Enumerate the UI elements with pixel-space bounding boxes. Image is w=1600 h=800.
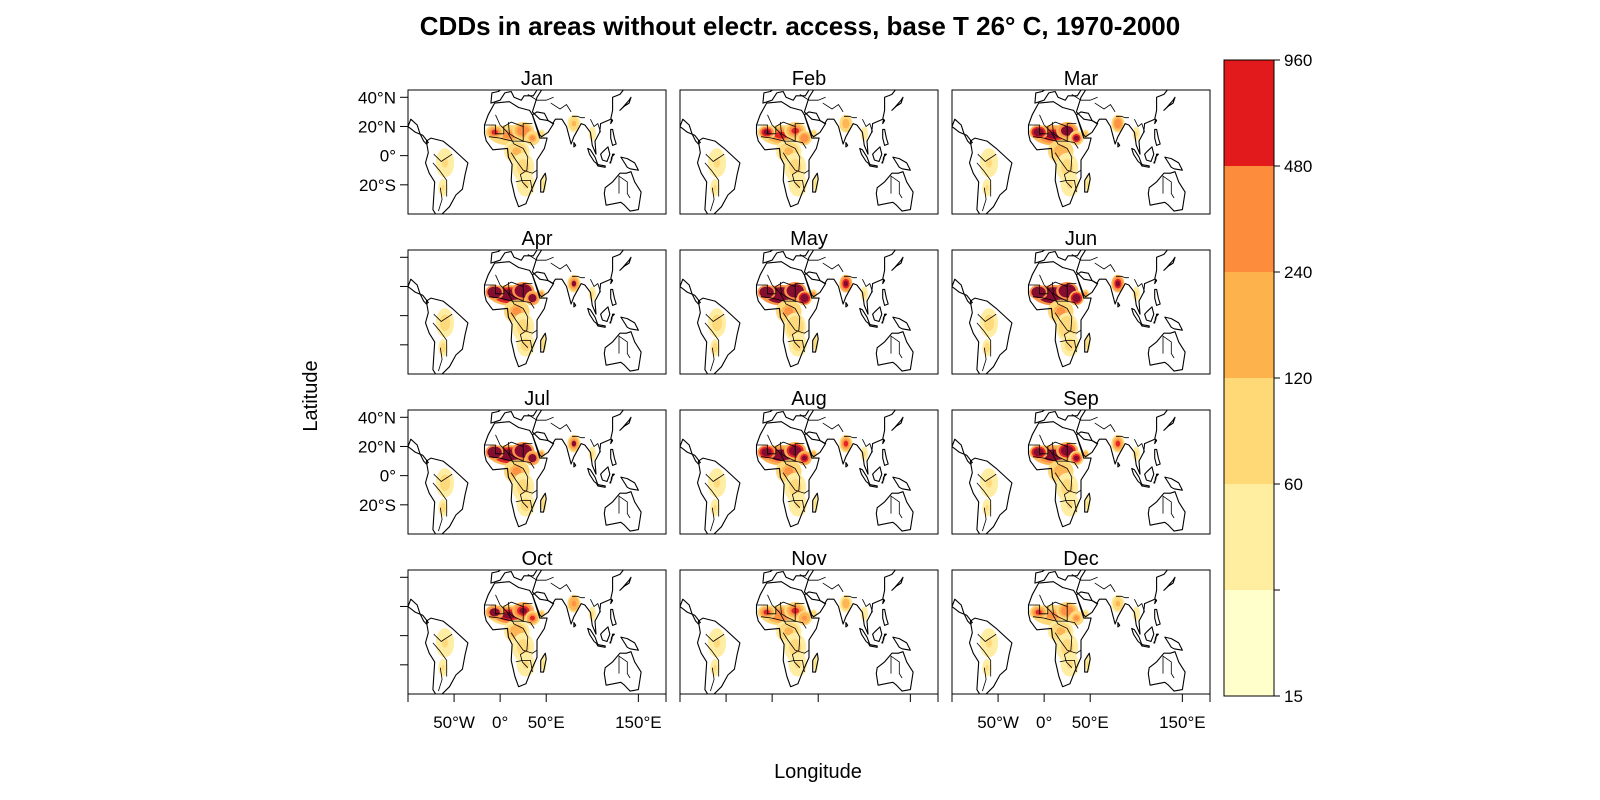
y-tick-label: 40°N [358,408,396,427]
panel-frame [951,89,1211,215]
y-tick-label: 0° [380,147,396,166]
coastlines [408,410,642,534]
y-tick-label: 20°S [359,496,396,515]
x-axis: 50°W 0° 50°E 150°E 50°W 0° 50°E 150°E [407,694,1211,732]
x-tick-label: 50°E [1072,713,1109,732]
panel-title: Apr [521,228,552,250]
colorbar-tick-label: 480 [1284,157,1312,176]
panel-frame [679,89,939,215]
coastlines [680,250,914,374]
map-panel-dec: Dec [951,548,1211,695]
panel-title: Jan [521,68,553,90]
panel-title: Aug [791,388,827,410]
panel-title: Mar [1064,68,1099,90]
panel-frame [407,569,667,695]
map-panel-oct: Oct [407,548,667,695]
map-panels: Jan Feb Mar Apr May Jun Jul Aug Sep Oct Nov Dec [407,68,1211,695]
panel-title: Dec [1063,548,1099,570]
map-panel-sep: Sep [951,388,1211,535]
map-panel-jul: Jul [407,388,667,535]
y-axis-title: Latitude [300,360,322,431]
panel-title: Sep [1063,388,1099,410]
coastlines [680,410,914,534]
x-tick-label: 150°E [1159,713,1206,732]
x-tick-label: 150°E [615,713,662,732]
country-borders [432,414,631,532]
y-tick-label: 20°N [358,117,396,136]
country-borders [976,254,1175,372]
colorbar-segment [1224,590,1274,696]
colorbar-tick-label: 60 [1284,475,1303,494]
colorbar-tick-label: 15 [1284,687,1303,706]
y-tick-label: 0° [380,467,396,486]
panel-title: May [790,228,828,250]
map-panel-feb: Feb [679,68,939,215]
country-borders [976,94,1175,212]
country-borders [976,414,1175,532]
panel-frame [407,249,667,375]
country-borders [976,574,1175,692]
x-tick-label: 50°W [977,713,1019,732]
panel-frame [951,409,1211,535]
coastlines [680,570,914,694]
colorbar: 15 60 120 240 480 960 [1223,51,1312,706]
coastlines [408,90,642,214]
coastlines [952,410,1186,534]
colorbar-segment [1224,166,1274,272]
country-borders [704,254,903,372]
country-borders [432,254,631,372]
country-borders [432,574,631,692]
colorbar-segment [1224,378,1274,484]
colorbar-segment [1224,60,1274,166]
x-tick-label: 50°W [433,713,475,732]
panel-title: Feb [792,68,826,90]
map-panel-mar: Mar [951,68,1211,215]
panel-title: Oct [521,548,553,570]
country-borders [432,94,631,212]
coastlines [408,250,642,374]
panel-frame [951,249,1211,375]
panel-title: Jun [1065,228,1097,250]
colorbar-tick-label: 960 [1284,51,1312,70]
x-tick-label: 0° [1036,713,1052,732]
cdd-shading [435,274,596,357]
map-panel-may: May [679,228,939,375]
panel-frame [679,409,939,535]
map-panel-jan: Jan [407,68,667,215]
panel-frame [407,89,667,215]
y-tick-label: 20°S [359,176,396,195]
coastlines [952,90,1186,214]
map-panel-apr: Apr [407,228,667,375]
colorbar-tick-label: 240 [1284,263,1312,282]
country-borders [704,94,903,212]
panel-title: Nov [791,548,827,570]
x-axis-title: Longitude [774,761,862,783]
coastlines [952,250,1186,374]
coastlines [952,570,1186,694]
map-panel-nov: Nov [679,548,939,695]
coastlines [408,570,642,694]
y-axis: 40°N 20°N 0° 20°S 40°N 20°N 0° 20°S [358,88,408,666]
panel-frame [679,569,939,695]
x-tick-label: 0° [492,713,508,732]
map-panel-jun: Jun [951,228,1211,375]
coastlines [680,90,914,214]
country-borders [704,574,903,692]
cdd-shading [435,434,596,517]
y-tick-label: 40°N [358,88,396,107]
map-panel-aug: Aug [679,388,939,535]
colorbar-tick-label: 120 [1284,369,1312,388]
panel-frame [407,409,667,535]
y-tick-label: 20°N [358,437,396,456]
panel-frame [679,249,939,375]
panel-title: Jul [524,388,550,410]
x-tick-label: 50°E [528,713,565,732]
panel-frame [951,569,1211,695]
colorbar-segment [1224,272,1274,378]
colorbar-segment [1224,484,1274,590]
figure-title: CDDs in areas without electr. access, ba… [420,11,1180,41]
country-borders [704,414,903,532]
